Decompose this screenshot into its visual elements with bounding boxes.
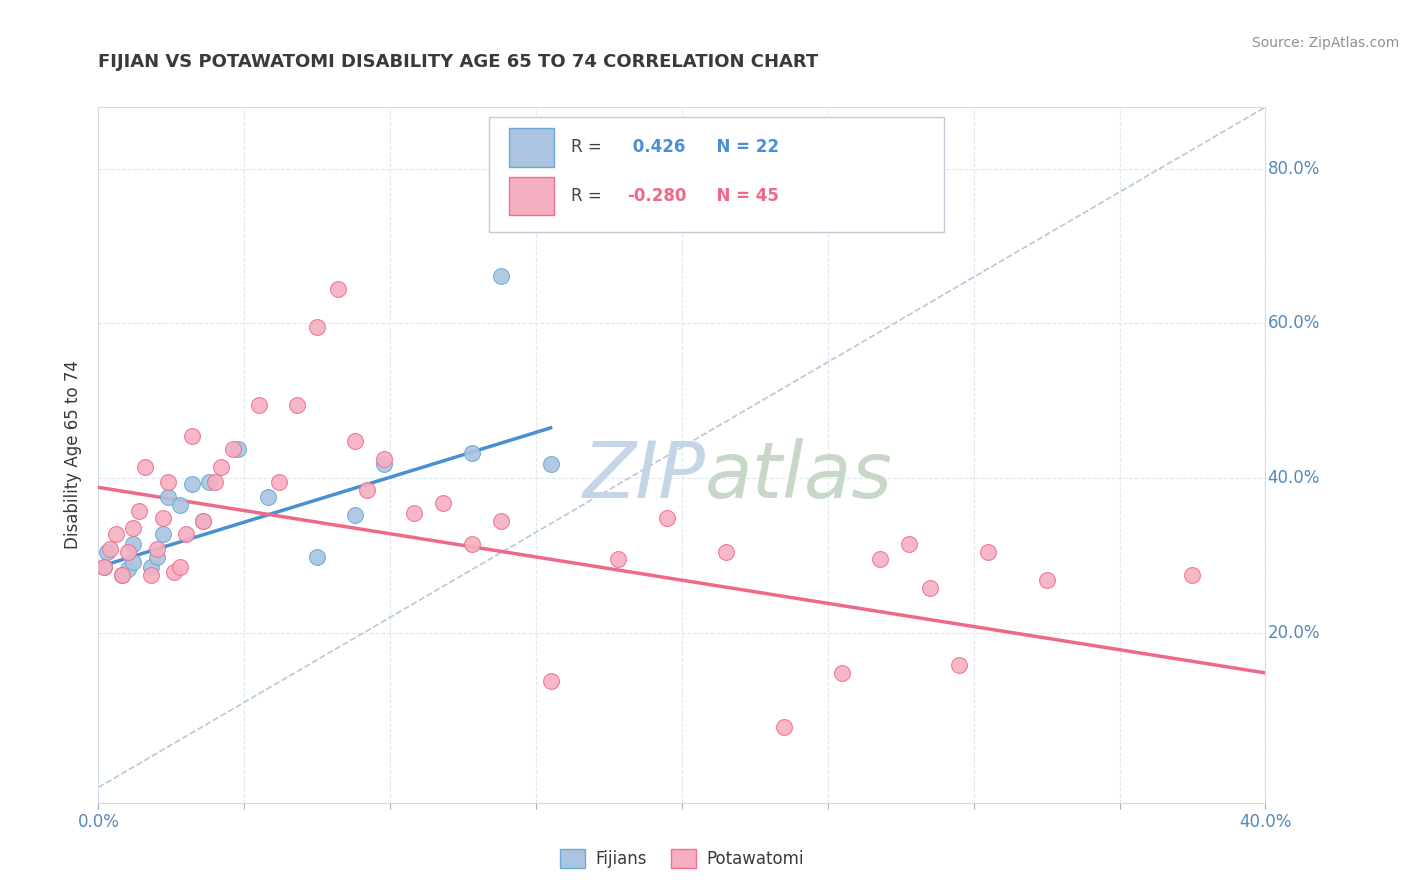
Point <box>169 498 191 512</box>
Point <box>134 459 156 474</box>
Point <box>228 442 250 456</box>
Point <box>180 477 202 491</box>
Point <box>831 665 853 680</box>
Point <box>256 491 278 505</box>
Text: N = 22: N = 22 <box>706 138 779 156</box>
Point <box>128 503 150 517</box>
Point <box>180 428 202 442</box>
Point <box>432 496 454 510</box>
Point <box>146 542 169 557</box>
Point <box>461 446 484 460</box>
Point <box>111 567 134 582</box>
Point <box>344 434 367 448</box>
Point <box>198 475 221 489</box>
Point <box>402 506 425 520</box>
Text: 0.426: 0.426 <box>627 138 686 156</box>
Point <box>373 451 395 466</box>
Point <box>152 511 174 525</box>
Point <box>918 581 941 595</box>
Point <box>247 398 270 412</box>
Point <box>139 560 162 574</box>
Text: -0.280: -0.280 <box>627 187 686 205</box>
FancyBboxPatch shape <box>509 177 554 215</box>
Point <box>307 320 329 334</box>
Point <box>461 537 484 551</box>
Y-axis label: Disability Age 65 to 74: Disability Age 65 to 74 <box>65 360 83 549</box>
Point <box>174 526 197 541</box>
Point <box>146 549 169 564</box>
Point <box>157 475 180 489</box>
Point <box>139 567 162 582</box>
Point <box>1035 573 1057 587</box>
Text: R =: R = <box>571 187 607 205</box>
Point <box>489 268 512 283</box>
Text: 60.0%: 60.0% <box>1268 315 1320 333</box>
Text: N = 45: N = 45 <box>706 187 779 205</box>
Point <box>193 514 215 528</box>
Point <box>373 457 395 471</box>
Point <box>269 475 291 489</box>
Point <box>773 720 796 734</box>
Text: Source: ZipAtlas.com: Source: ZipAtlas.com <box>1251 36 1399 50</box>
Point <box>152 526 174 541</box>
Point <box>540 673 562 688</box>
Point <box>157 491 180 505</box>
Point <box>869 552 891 566</box>
Text: 80.0%: 80.0% <box>1268 160 1320 178</box>
Point <box>209 459 232 474</box>
Point <box>307 549 329 564</box>
Text: 40.0%: 40.0% <box>1268 469 1320 487</box>
Point <box>714 544 737 558</box>
Point <box>489 514 512 528</box>
Text: 20.0%: 20.0% <box>1268 624 1320 641</box>
Point <box>93 560 115 574</box>
Point <box>104 526 127 541</box>
Point <box>93 560 115 574</box>
Point <box>122 521 145 535</box>
Text: ZIP: ZIP <box>582 438 706 514</box>
Point <box>356 483 378 497</box>
Point <box>96 544 118 558</box>
Text: R =: R = <box>571 138 607 156</box>
Legend: Fijians, Potawatomi: Fijians, Potawatomi <box>553 842 811 874</box>
Point <box>948 658 970 673</box>
Point <box>606 552 628 566</box>
Point <box>111 567 134 582</box>
Point <box>117 562 139 576</box>
Point <box>977 544 1000 558</box>
Text: FIJIAN VS POTAWATOMI DISABILITY AGE 65 TO 74 CORRELATION CHART: FIJIAN VS POTAWATOMI DISABILITY AGE 65 T… <box>98 54 818 71</box>
Point <box>204 475 226 489</box>
Point <box>122 555 145 569</box>
Point <box>285 398 308 412</box>
Point <box>898 537 921 551</box>
Point <box>221 442 243 456</box>
Point <box>657 511 679 525</box>
Point <box>193 514 215 528</box>
Point <box>344 508 367 523</box>
Point <box>540 457 562 471</box>
Point <box>163 566 186 580</box>
Text: atlas: atlas <box>706 438 893 514</box>
Point <box>117 544 139 558</box>
Point <box>326 282 349 296</box>
FancyBboxPatch shape <box>489 118 945 232</box>
FancyBboxPatch shape <box>509 128 554 167</box>
Point <box>98 542 121 557</box>
Point <box>169 560 191 574</box>
Point <box>122 537 145 551</box>
Point <box>1181 567 1204 582</box>
